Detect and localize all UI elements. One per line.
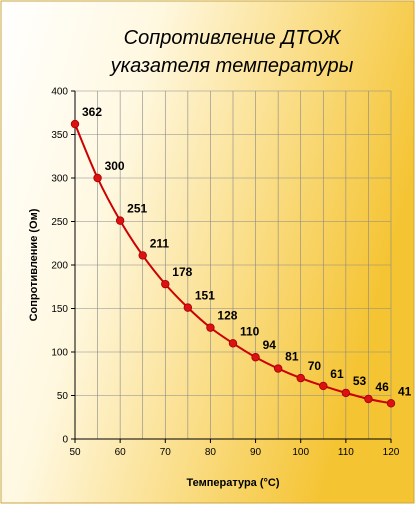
data-point	[115, 216, 125, 225]
data-label: 128	[217, 309, 237, 323]
y-tick-label: 350	[51, 130, 68, 141]
data-point	[228, 339, 238, 348]
data-point	[319, 381, 328, 391]
data-label: 178	[172, 265, 192, 279]
data-label: 70	[308, 359, 322, 373]
y-axis-ticks: 0 50 100 150 200 250 300 350 400	[51, 87, 75, 446]
x-tick-label: 100	[292, 447, 309, 458]
x-tick-label: 120	[383, 447, 400, 458]
chart-title-line-2: указателя температуры	[109, 55, 354, 77]
data-point	[183, 303, 193, 312]
data-point	[386, 399, 396, 408]
data-label: 110	[240, 324, 260, 338]
y-tick-label: 250	[51, 217, 68, 228]
y-tick-label: 100	[51, 348, 68, 359]
chart-title-line-1: Сопротивление ДТОЖ	[124, 27, 342, 49]
y-axis-label: Сопротивление (Ом)	[28, 208, 40, 321]
y-tick-label: 150	[51, 304, 68, 315]
data-point	[364, 394, 373, 404]
data-label: 211	[150, 236, 170, 250]
data-label: 81	[285, 350, 299, 364]
data-label: 94	[263, 338, 277, 352]
data-label: 251	[127, 202, 147, 216]
data-label: 61	[330, 367, 344, 381]
data-label: 362	[82, 105, 102, 119]
data-point	[206, 323, 215, 332]
y-tick-label: 400	[51, 87, 68, 98]
x-tick-label: 50	[69, 447, 81, 458]
y-tick-label: 300	[51, 174, 68, 185]
x-tick-label: 80	[205, 447, 217, 458]
data-label: 53	[353, 374, 367, 388]
data-label: 300	[105, 159, 125, 173]
series-resistance	[70, 119, 396, 408]
y-tick-label: 0	[62, 435, 68, 446]
data-point	[138, 251, 147, 260]
grid-lines	[75, 90, 392, 440]
x-tick-label: 110	[338, 447, 354, 458]
x-axis-label: Температура (°С)	[186, 477, 279, 489]
data-point	[161, 279, 170, 289]
y-tick-label: 50	[57, 391, 69, 402]
data-point	[341, 388, 351, 398]
data-point	[296, 373, 305, 383]
data-label: 46	[375, 380, 389, 394]
data-point	[70, 119, 80, 129]
y-tick-label: 200	[51, 261, 68, 272]
data-point	[273, 364, 283, 373]
data-point	[93, 173, 102, 183]
x-tick-label: 90	[250, 447, 262, 458]
data-label: 41	[398, 384, 412, 398]
data-label: 151	[195, 289, 215, 303]
x-tick-label: 70	[160, 447, 172, 458]
x-axis-ticks: 50 60 70 80 90 100 110 120	[69, 439, 400, 458]
x-tick-label: 60	[115, 447, 127, 458]
data-point	[251, 353, 260, 362]
